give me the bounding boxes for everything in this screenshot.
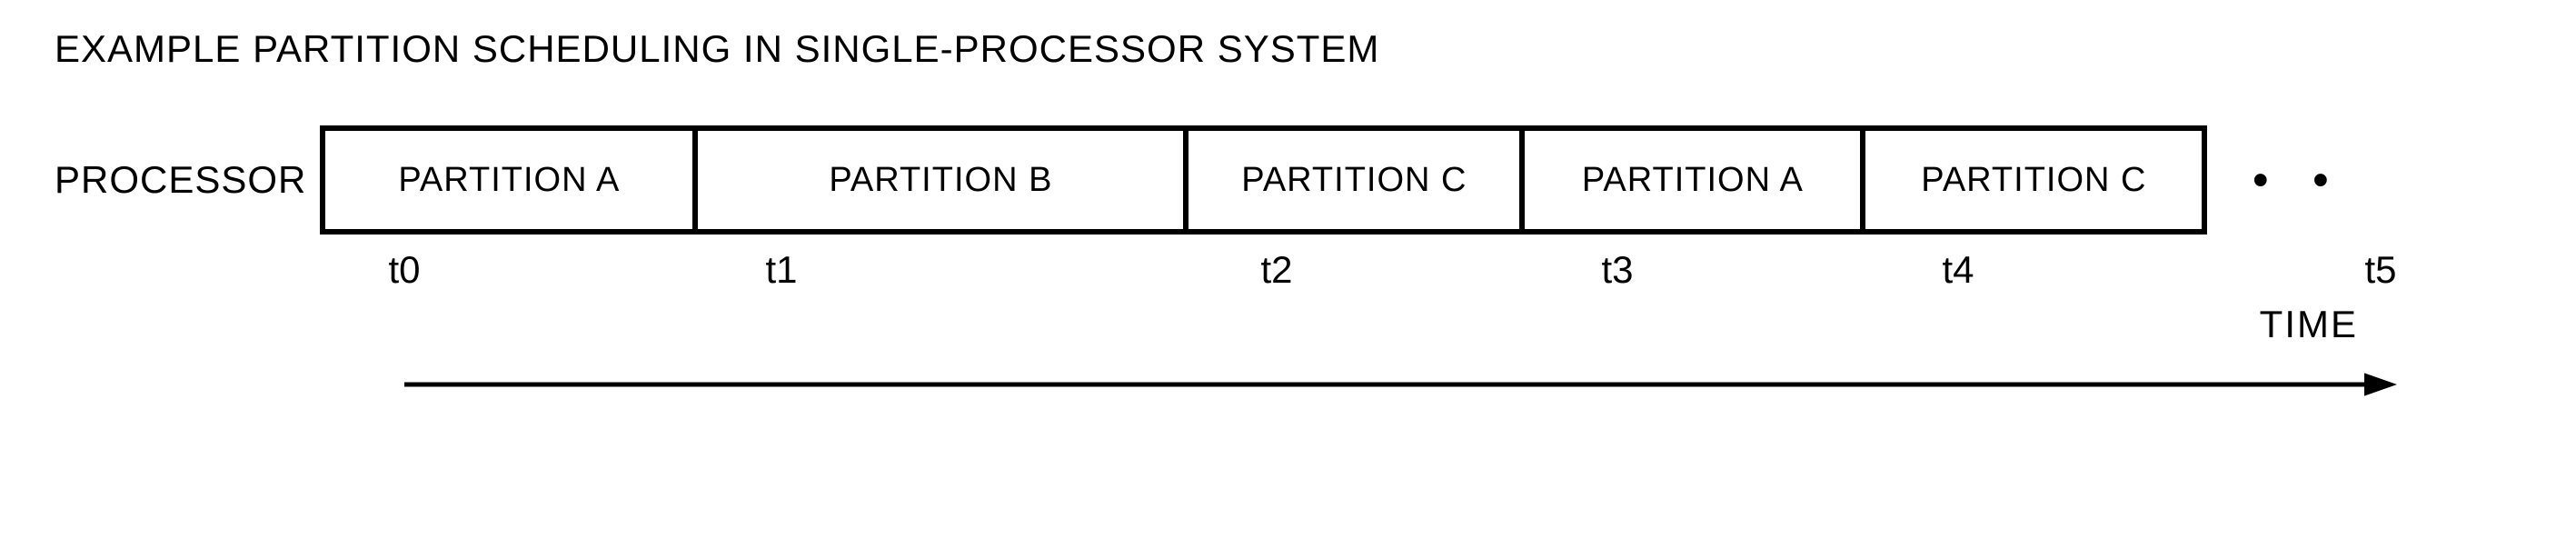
tick-row: TIME t0t1t2t3t4t5 [55, 248, 2521, 294]
time-tick: t2 [1260, 248, 1292, 292]
time-tick: t5 [2364, 248, 2396, 292]
time-tick: t1 [765, 248, 797, 292]
partition-cell: PARTITION A [1525, 131, 1865, 229]
time-arrow-icon [404, 366, 2397, 403]
partition-cell: PARTITION C [1189, 131, 1525, 229]
partition-cell: PARTITION B [698, 131, 1189, 229]
time-tick: t3 [1601, 248, 1633, 292]
partition-cell: PARTITION A [325, 131, 698, 229]
partition-timeline: PARTITION APARTITION BPARTITION CPARTITI… [320, 125, 2207, 235]
partition-cell: PARTITION C [1865, 131, 2202, 229]
processor-row: PROCESSOR PARTITION APARTITION BPARTITIO… [55, 125, 2521, 235]
diagram-title: EXAMPLE PARTITION SCHEDULING IN SINGLE-P… [55, 27, 2521, 71]
time-arrow-container [404, 366, 2521, 403]
processor-label: PROCESSOR [55, 158, 320, 202]
time-tick: t4 [1942, 248, 1974, 292]
time-tick: t0 [388, 248, 420, 292]
time-axis-label: TIME [2260, 303, 2358, 346]
ellipsis: • • [2253, 155, 2344, 205]
